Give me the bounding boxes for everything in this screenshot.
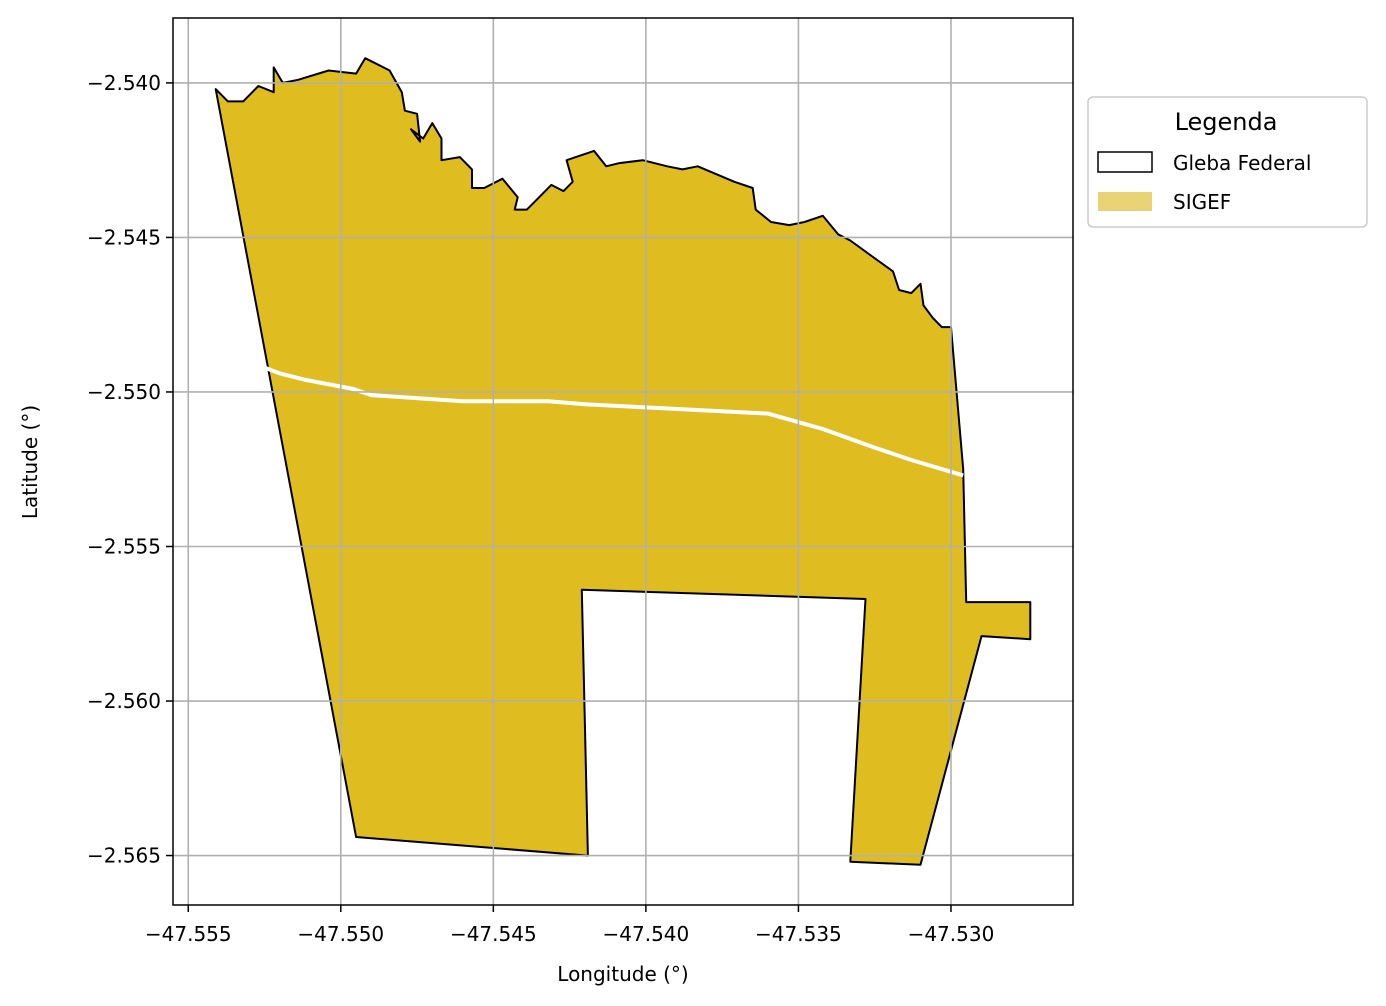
legend-swatch-gleba-federal	[1097, 151, 1153, 173]
x-axis-label: Longitude (°)	[557, 962, 688, 986]
legend: Legenda Gleba Federal SIGEF	[1087, 96, 1368, 228]
y-axis-label: Latitude (°)	[18, 405, 42, 519]
legend-label-gleba-federal: Gleba Federal	[1173, 151, 1311, 175]
map-layers	[214, 57, 1032, 866]
y-tick-label: −2.560	[87, 689, 161, 713]
legend-label-sigef: SIGEF	[1173, 190, 1231, 214]
x-tick-label: −47.540	[603, 922, 690, 946]
x-tick-label: −47.550	[297, 922, 384, 946]
gridlines	[173, 18, 1073, 905]
x-axis-ticks: −47.555 −47.550 −47.545 −47.540 −47.535 −47.5…	[145, 905, 994, 946]
plot-frame	[172, 17, 1074, 906]
legend-title: Legenda	[1175, 108, 1278, 136]
x-tick-label: −47.535	[755, 922, 842, 946]
legend-box	[1087, 96, 1368, 228]
y-axis-ticks: −2.540 −2.545 −2.550 −2.555 −2.560 −2.565	[87, 71, 173, 868]
y-tick-label: −2.550	[87, 380, 161, 404]
x-tick-label: −47.545	[450, 922, 537, 946]
y-tick-label: −2.540	[87, 71, 161, 95]
y-tick-label: −2.555	[87, 534, 161, 558]
x-tick-label: −47.555	[145, 922, 232, 946]
gleba-federal-polygon	[214, 57, 1032, 866]
divider-line	[254, 362, 964, 478]
x-tick-label: −47.530	[908, 922, 995, 946]
legend-swatch-sigef	[1098, 192, 1152, 211]
y-tick-label: −2.545	[87, 225, 161, 249]
y-tick-label: −2.565	[87, 844, 161, 868]
